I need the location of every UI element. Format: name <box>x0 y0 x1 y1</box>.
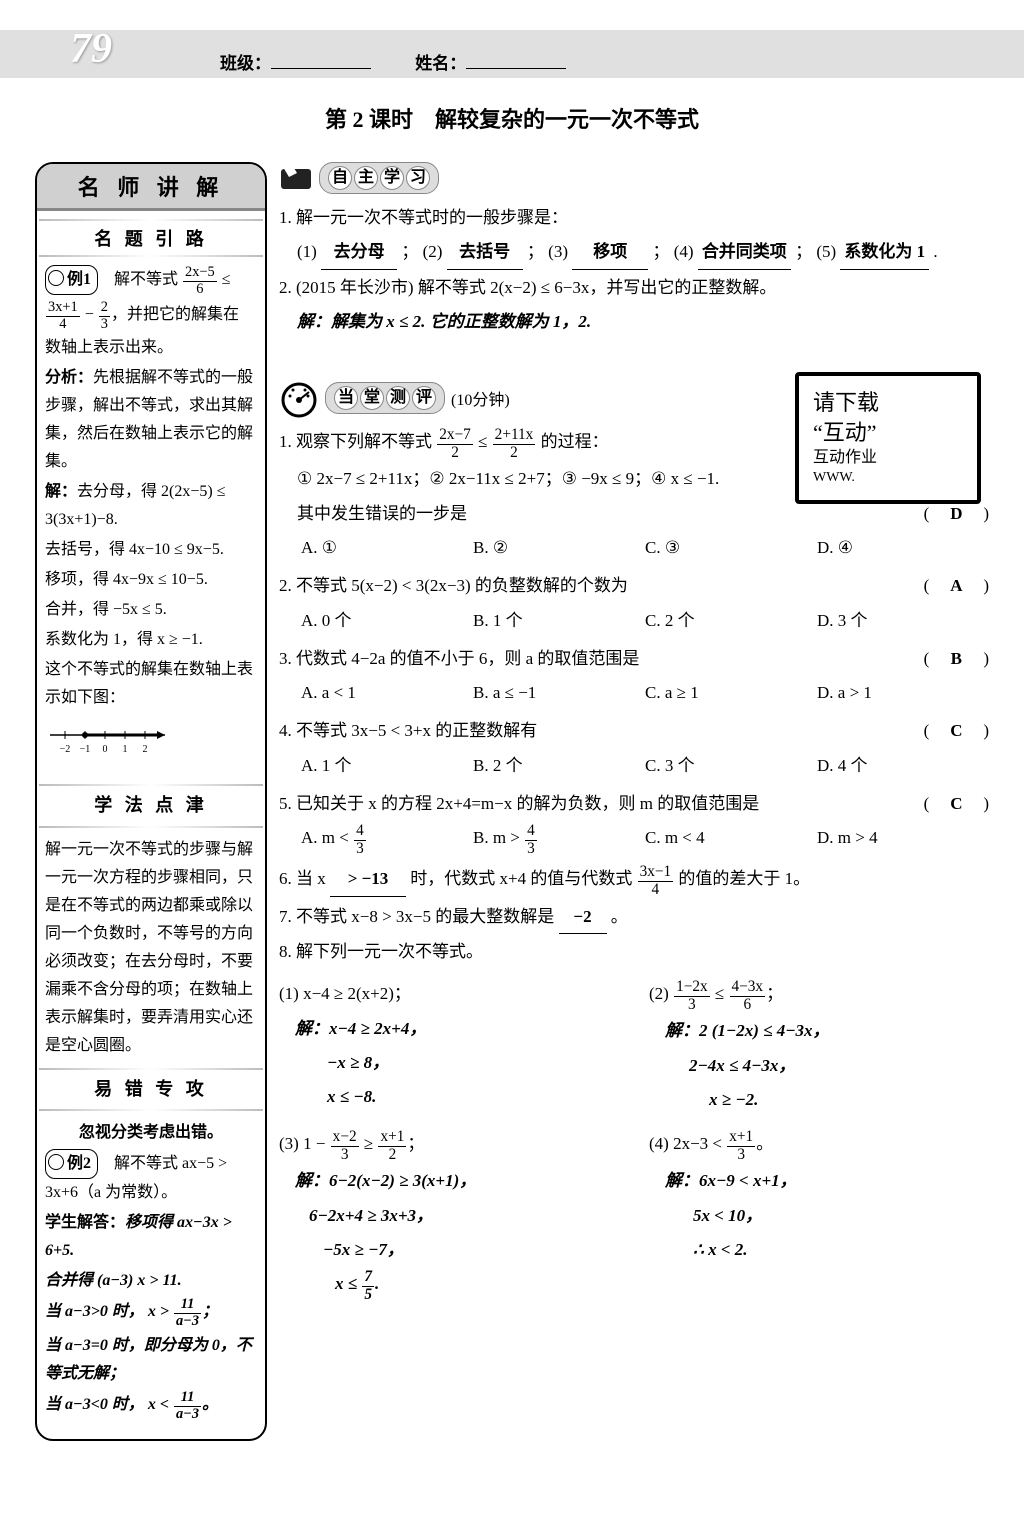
p4-options: A. 1 个B. 2 个C. 3 个D. 4 个 <box>301 750 989 782</box>
p8-lead: 8. 解下列一元一次不等式。 <box>279 936 989 968</box>
class-label: 班级： <box>220 54 271 73</box>
p7: 7. 不等式 x−8 > 3x−5 的最大整数解是 −2 。 <box>279 901 989 934</box>
q1-lead: 1. 解一元一次不等式时的一般步骤是： <box>279 202 989 234</box>
p5-options: A. m < 43 B. m > 43 C. m < 4 D. m > 4 <box>301 822 989 857</box>
sub-band-3: 易 错 专 攻 <box>39 1068 263 1112</box>
left-main-band: 名 师 讲 解 <box>37 164 265 211</box>
page-top-banner: 79 班级： 姓名： <box>0 30 1024 78</box>
page-number: 79 <box>70 25 112 73</box>
number-line: −2 −1 0 1 2 <box>45 720 175 760</box>
p6: 6. 当 x > −13 时，代数式 x+4 的值与代数式 3x−14 的值的差… <box>279 863 989 898</box>
gauge-icon <box>279 378 319 418</box>
svg-text:2: 2 <box>143 744 148 755</box>
section-a-header: 自主学习 <box>279 162 989 194</box>
class-input[interactable] <box>271 48 371 69</box>
name-label: 姓名： <box>415 54 466 73</box>
q2: 2. (2015 年长沙市) 解不等式 2(x−2) ≤ 6−3x，并写出它的正… <box>279 272 989 304</box>
p8-1: (1) x−4 ≥ 2(x+2)； 解：x−4 ≥ 2x+4， −x ≥ 8， … <box>279 976 619 1118</box>
p8-3: (3) 1 − x−23 ≥ x+12； 解：6−2(x−2) ≥ 3(x+1)… <box>279 1126 619 1305</box>
section-b-bubble: 当堂测评 <box>325 382 445 414</box>
svg-text:1: 1 <box>123 744 128 755</box>
pencil-book-icon <box>279 163 313 193</box>
section-a-bubble: 自主学习 <box>319 162 439 194</box>
sub-band-2: 学 法 点 津 <box>39 784 263 828</box>
svg-text:−1: −1 <box>80 744 91 755</box>
download-callout: 请下载 “互动” 互动作业 WWW. <box>795 372 981 504</box>
p1-options: A. ①B. ②C. ③D. ④ <box>301 532 989 564</box>
header-line: 班级： 姓名： <box>220 30 1024 74</box>
svg-text:0: 0 <box>103 744 108 755</box>
example-1-label: 例1 <box>45 265 98 295</box>
example-2-label: 例2 <box>45 1149 98 1179</box>
teacher-notes-box: 名 师 讲 解 名 题 引 路 例1 解不等式 2x−56 ≤ 3x+14 − … <box>35 162 267 1441</box>
p3-options: A. a < 1B. a ≤ −1C. a ≥ 1D. a > 1 <box>301 677 989 709</box>
p8-2: (2) 1−2x3 ≤ 4−3x6； 解：2 (1−2x) ≤ 4−3x， 2−… <box>649 976 989 1118</box>
q2-solution: 解：解集为 x ≤ 2. 它的正整数解为 1，2. <box>279 306 989 338</box>
q1-blanks: (1) 去分母 ； (2) 去括号 ； (3) 移项 ； (4) 合并同类项 ；… <box>279 236 989 269</box>
p8-4: (4) 2x−3 < x+13。 解：6x−9 < x+1， 5x < 10， … <box>649 1126 989 1305</box>
lesson-title: 第 2 课时 解较复杂的一元一次不等式 <box>35 102 989 134</box>
section-b-time: (10分钟) <box>451 386 510 410</box>
sub-band-1: 名 题 引 路 <box>39 219 263 257</box>
p2-options: A. 0 个B. 1 个C. 2 个D. 3 个 <box>301 605 989 637</box>
name-input[interactable] <box>466 48 566 69</box>
svg-text:−2: −2 <box>60 744 71 755</box>
